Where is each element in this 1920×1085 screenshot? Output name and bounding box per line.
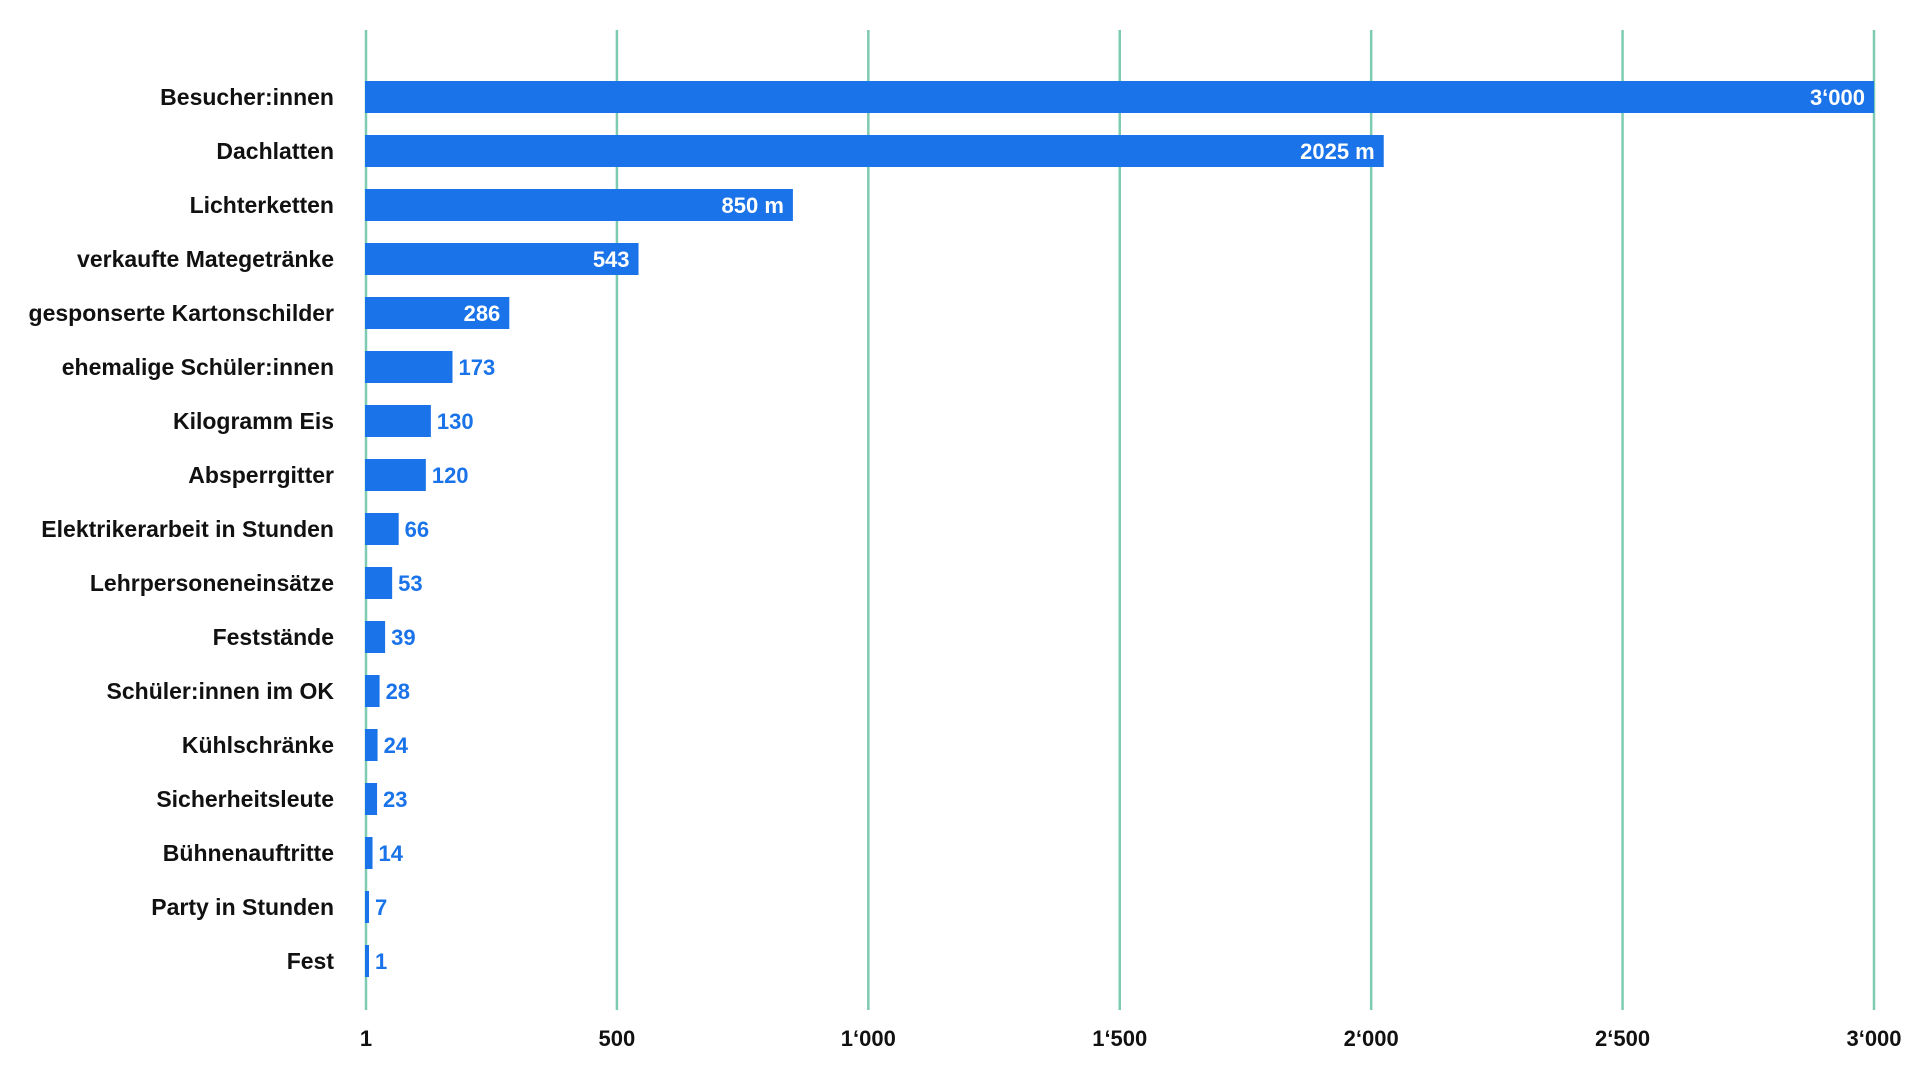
bar xyxy=(365,891,370,923)
category-label: Besucher:innen xyxy=(160,84,334,110)
bar xyxy=(365,513,399,545)
bar xyxy=(365,459,426,491)
category-label: Elektrikerarbeit in Stunden xyxy=(41,516,334,542)
value-label: 173 xyxy=(458,355,495,380)
category-label: Absperrgitter xyxy=(188,462,334,488)
value-label: 23 xyxy=(383,787,407,812)
bar xyxy=(365,81,1874,113)
bar-layer xyxy=(365,81,1874,977)
grid-layer xyxy=(364,30,1876,1010)
value-label: 850 m xyxy=(722,193,784,218)
value-label: 53 xyxy=(398,571,422,596)
bar xyxy=(365,189,793,221)
bar xyxy=(365,621,386,653)
value-label: 130 xyxy=(437,409,474,434)
value-label: 286 xyxy=(464,301,501,326)
label-layer: Besucher:innen 3‘000 Dachlatten 2025 m Licht… xyxy=(29,84,1865,974)
bar xyxy=(365,135,1384,167)
x-tick-label: 3‘000 xyxy=(1846,1026,1901,1051)
value-label: 28 xyxy=(386,679,410,704)
category-label: Dachlatten xyxy=(216,138,334,164)
value-label: 66 xyxy=(405,517,429,542)
bar xyxy=(365,675,380,707)
x-tick-label: 2‘500 xyxy=(1595,1026,1650,1051)
category-label: Party in Stunden xyxy=(151,894,334,920)
value-label: 1 xyxy=(375,949,387,974)
bar xyxy=(365,243,639,275)
value-label: 24 xyxy=(384,733,409,758)
bar xyxy=(365,351,453,383)
bar xyxy=(365,297,510,329)
category-label: Schüler:innen im OK xyxy=(107,678,335,704)
x-axis: 1 500 1‘000 1‘500 2‘000 2‘500 3‘000 xyxy=(360,1026,1902,1051)
category-label: gesponserte Kartonschilder xyxy=(29,300,335,326)
x-tick-label: 1‘000 xyxy=(841,1026,896,1051)
value-label: 120 xyxy=(432,463,469,488)
value-label: 3‘000 xyxy=(1810,85,1865,110)
x-tick-label: 2‘000 xyxy=(1344,1026,1399,1051)
category-label: ehemalige Schüler:innen xyxy=(62,354,334,380)
x-tick-label: 500 xyxy=(599,1026,636,1051)
bar xyxy=(365,567,393,599)
value-label: 543 xyxy=(593,247,630,272)
category-label: Feststände xyxy=(213,624,334,650)
category-label: Sicherheitsleute xyxy=(156,786,334,812)
value-label: 7 xyxy=(375,895,387,920)
bar xyxy=(365,837,373,869)
bar xyxy=(365,783,378,815)
value-label: 2025 m xyxy=(1300,139,1375,164)
category-label: Bühnenauftritte xyxy=(163,840,334,866)
category-label: Kilogramm Eis xyxy=(173,408,334,434)
category-label: Fest xyxy=(287,948,335,974)
bar xyxy=(365,729,378,761)
category-label: verkaufte Mategetränke xyxy=(77,246,334,272)
category-label: Lichterketten xyxy=(190,192,334,218)
x-tick-label: 1‘500 xyxy=(1092,1026,1147,1051)
value-label: 14 xyxy=(379,841,404,866)
bar xyxy=(365,945,369,977)
x-tick-label: 1 xyxy=(360,1026,372,1051)
category-label: Lehrpersoneneinsätze xyxy=(90,570,334,596)
category-label: Kühlschränke xyxy=(182,732,334,758)
bar xyxy=(365,405,431,437)
value-label: 39 xyxy=(391,625,415,650)
